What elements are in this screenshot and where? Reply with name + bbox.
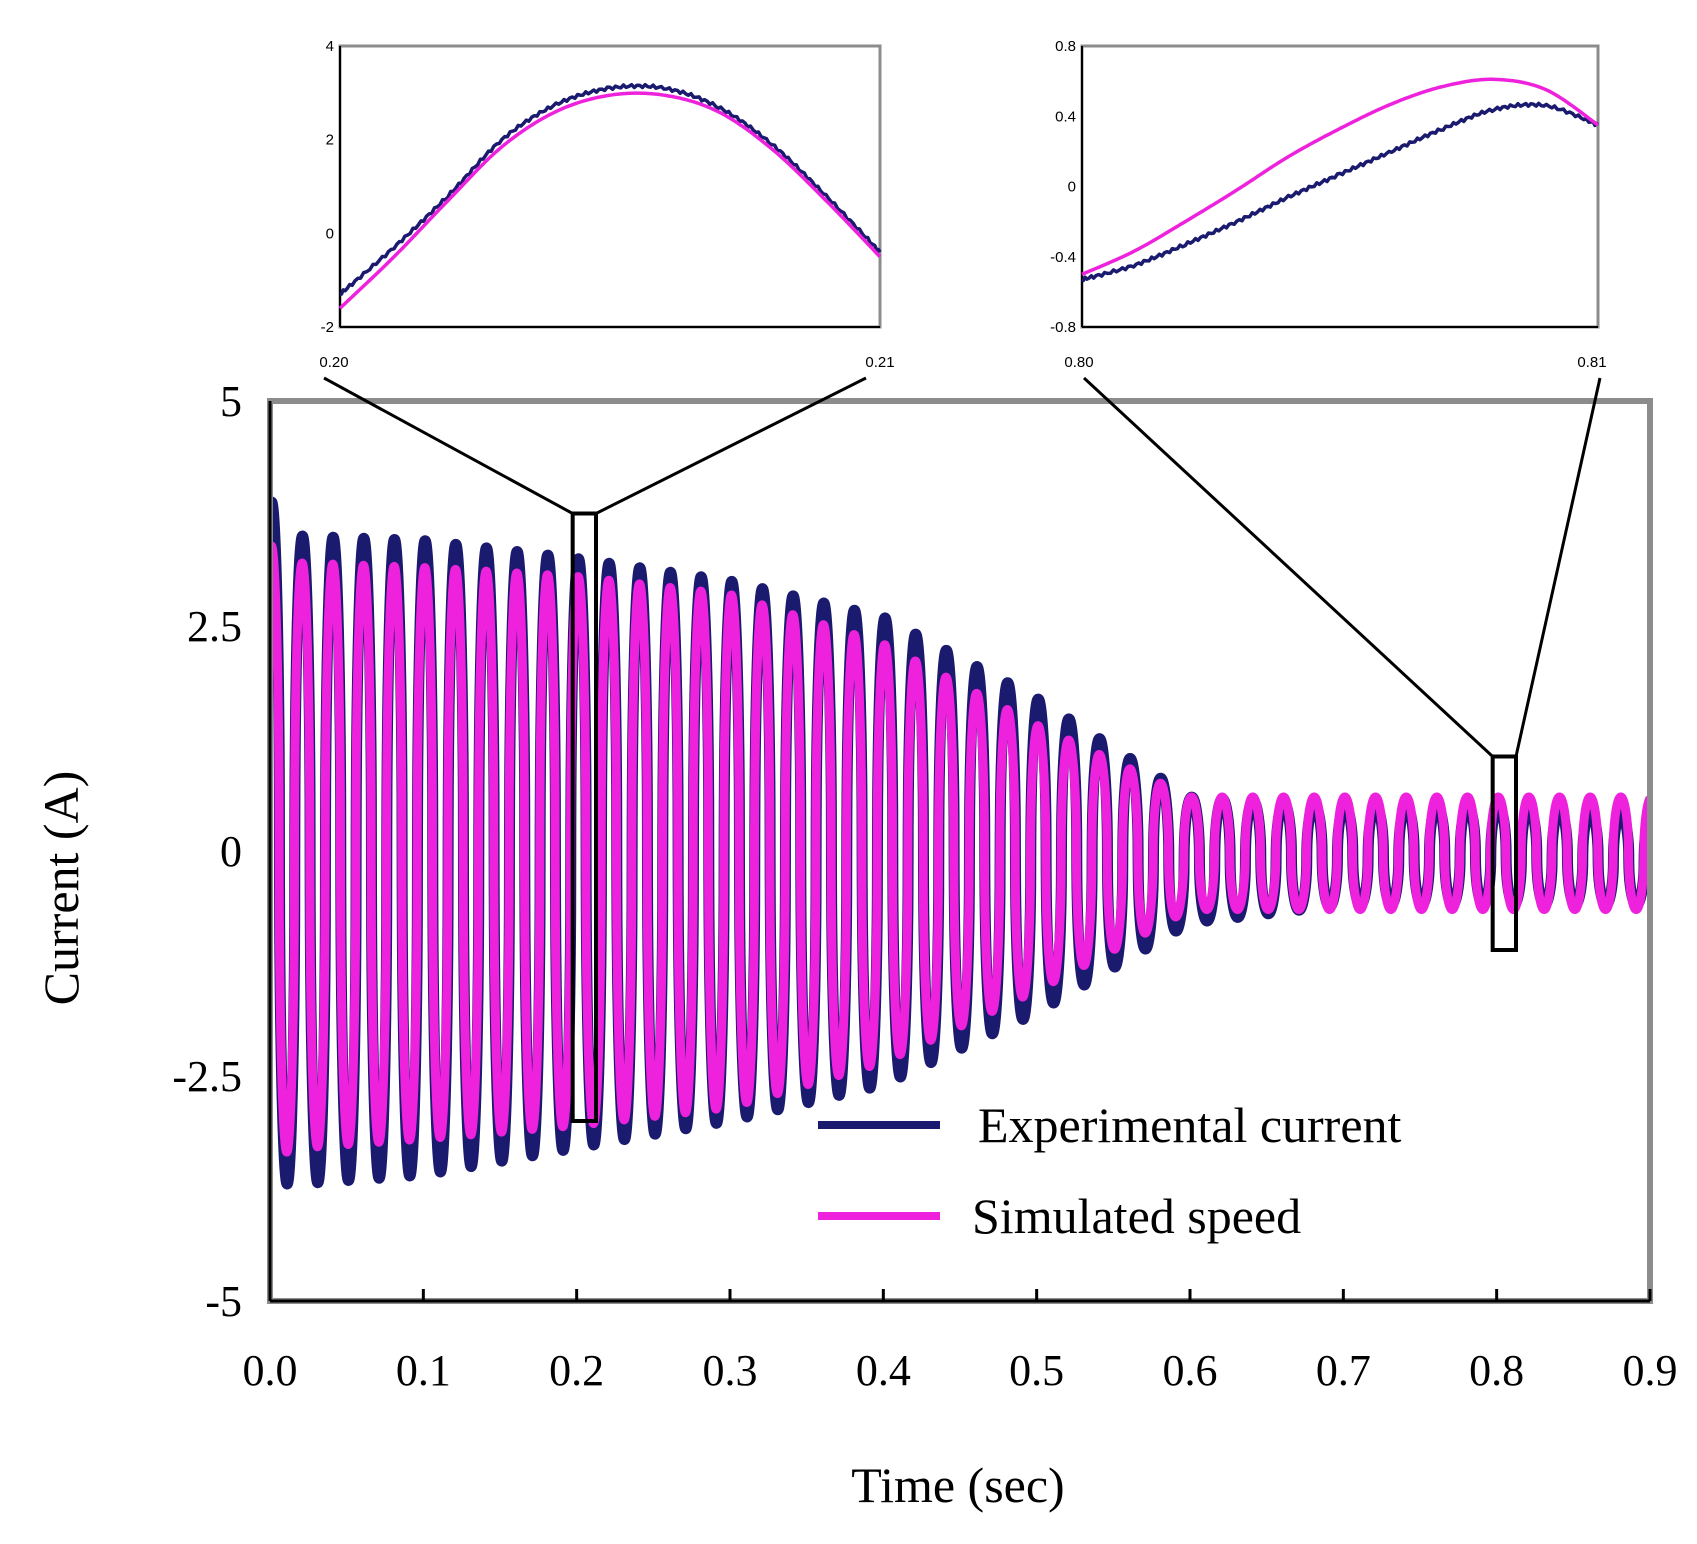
x-tick-label: 0.8 xyxy=(1469,1346,1524,1395)
x-tick-label: 0.2 xyxy=(549,1346,604,1395)
x-tick-label: 0.5 xyxy=(1009,1346,1064,1395)
legend: Experimental current Simulated speed xyxy=(818,1097,1402,1244)
x-tick-label: 0.9 xyxy=(1623,1346,1678,1395)
x-tick-label: 0.7 xyxy=(1316,1346,1371,1395)
legend-label-simulated: Simulated speed xyxy=(972,1188,1301,1244)
y-tick-label: -5 xyxy=(205,1277,242,1326)
connector-inset-2-right xyxy=(1514,377,1602,757)
legend-label-experimental: Experimental current xyxy=(978,1097,1402,1153)
inset-y-tick-label: 4 xyxy=(326,38,334,55)
y-tick-label: 5 xyxy=(220,377,242,426)
inset-y-tick-label: -2 xyxy=(321,319,334,336)
inset-x-tick-label: 0.20 xyxy=(319,354,348,371)
y-axis-title: Current (A) xyxy=(33,771,89,1006)
y-tick-label: 2.5 xyxy=(187,602,242,651)
x-tick-label: 0.4 xyxy=(856,1346,911,1395)
inset-y-tick-label: -0.4 xyxy=(1050,249,1076,266)
main-plot: 0.0 0.1 0.2 0.3 0.4 0.5 0.6 0.7 0.8 0.9 5 2.5 0 -2.5 -… xyxy=(172,377,1677,1395)
inset-series-experimental xyxy=(1081,101,1600,283)
inset-series-simulated xyxy=(1081,77,1600,276)
x-axis-title: Time (sec) xyxy=(851,1457,1064,1513)
inset-y-tick-label: 2 xyxy=(326,132,334,149)
inset-y-tick-label: 0.4 xyxy=(1055,108,1076,125)
x-tick-label: 0.0 xyxy=(243,1346,298,1395)
inset-y-tick-label: 0.8 xyxy=(1055,38,1076,55)
inset-frame xyxy=(338,44,882,329)
connector-inset-1-left xyxy=(323,376,574,515)
y-tick-label: -2.5 xyxy=(172,1052,242,1101)
x-tick-label: 0.1 xyxy=(396,1346,451,1395)
inset-y-tick-label: -0.8 xyxy=(1050,319,1076,336)
inset-x-tick-label: 0.81 xyxy=(1577,354,1606,371)
series-line-simulated xyxy=(270,541,1650,1157)
x-tick-label: 0.6 xyxy=(1163,1346,1218,1395)
inset-1-plot: 4 2 0 -2 0.20 0.21 xyxy=(319,38,894,371)
zoom-box-2 xyxy=(1490,754,1518,952)
y-tick-label: 0 xyxy=(220,827,242,876)
inset-2-plot: 0.8 0.4 0 -0.4 -0.8 0.80 0.81 xyxy=(1050,38,1606,371)
inset-x-tick-label: 0.21 xyxy=(865,354,894,371)
connector-lines xyxy=(323,376,1602,758)
inset-x-tick-label: 0.80 xyxy=(1064,354,1093,371)
inset-y-tick-label: 0 xyxy=(326,225,334,242)
inset-frame xyxy=(1080,44,1600,329)
connector-inset-1-right xyxy=(595,376,867,515)
inset-y-tick-label: 0 xyxy=(1068,179,1076,196)
zoom-box-1 xyxy=(570,511,599,1123)
x-tick-label: 0.3 xyxy=(703,1346,758,1395)
connector-inset-2-left xyxy=(1082,376,1494,758)
inset-series-simulated xyxy=(338,91,882,310)
inset-series-experimental xyxy=(339,82,882,296)
